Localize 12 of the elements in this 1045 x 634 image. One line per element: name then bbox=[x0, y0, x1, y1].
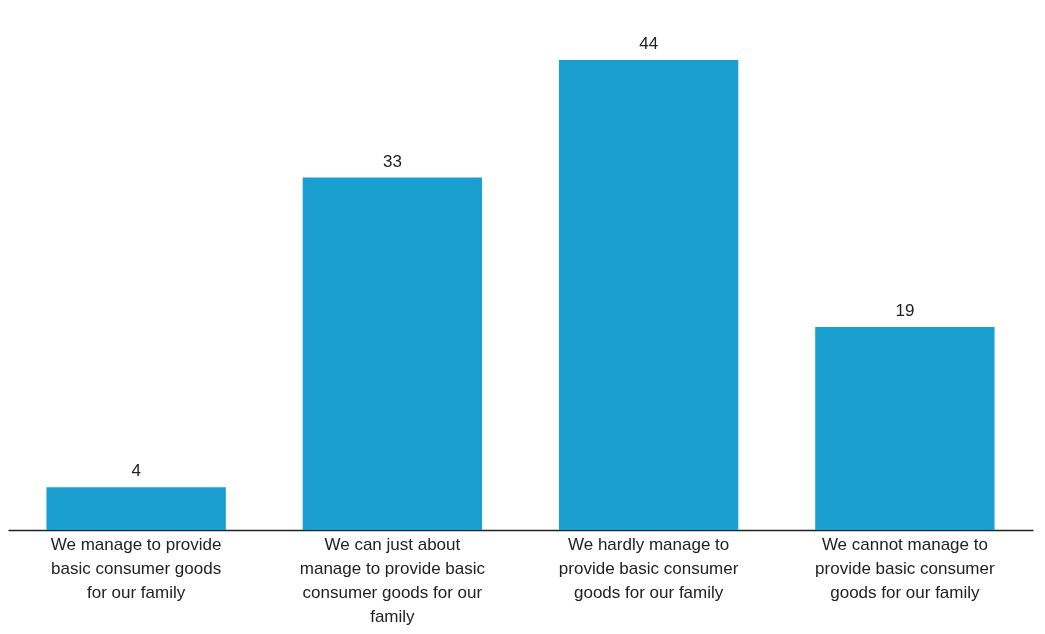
x-tick-label: We can just about manage to provide basic consumer goods for our family bbox=[299, 534, 486, 626]
bar bbox=[46, 487, 226, 530]
data-label: 4 bbox=[131, 461, 141, 481]
data-label: 19 bbox=[895, 301, 915, 321]
bar bbox=[558, 60, 739, 530]
bar bbox=[815, 327, 995, 530]
x-tick-label: We manage to provide basic consumer goods for our family bbox=[50, 534, 222, 602]
x-tick-label: We cannot manage to provide basic consumer goods for our family bbox=[815, 534, 995, 602]
data-label: 44 bbox=[639, 34, 659, 53]
bar bbox=[302, 177, 483, 530]
x-tick-label: We hardly manage to provide basic consumer goods for our family bbox=[558, 534, 739, 602]
data-label: 33 bbox=[382, 151, 402, 171]
